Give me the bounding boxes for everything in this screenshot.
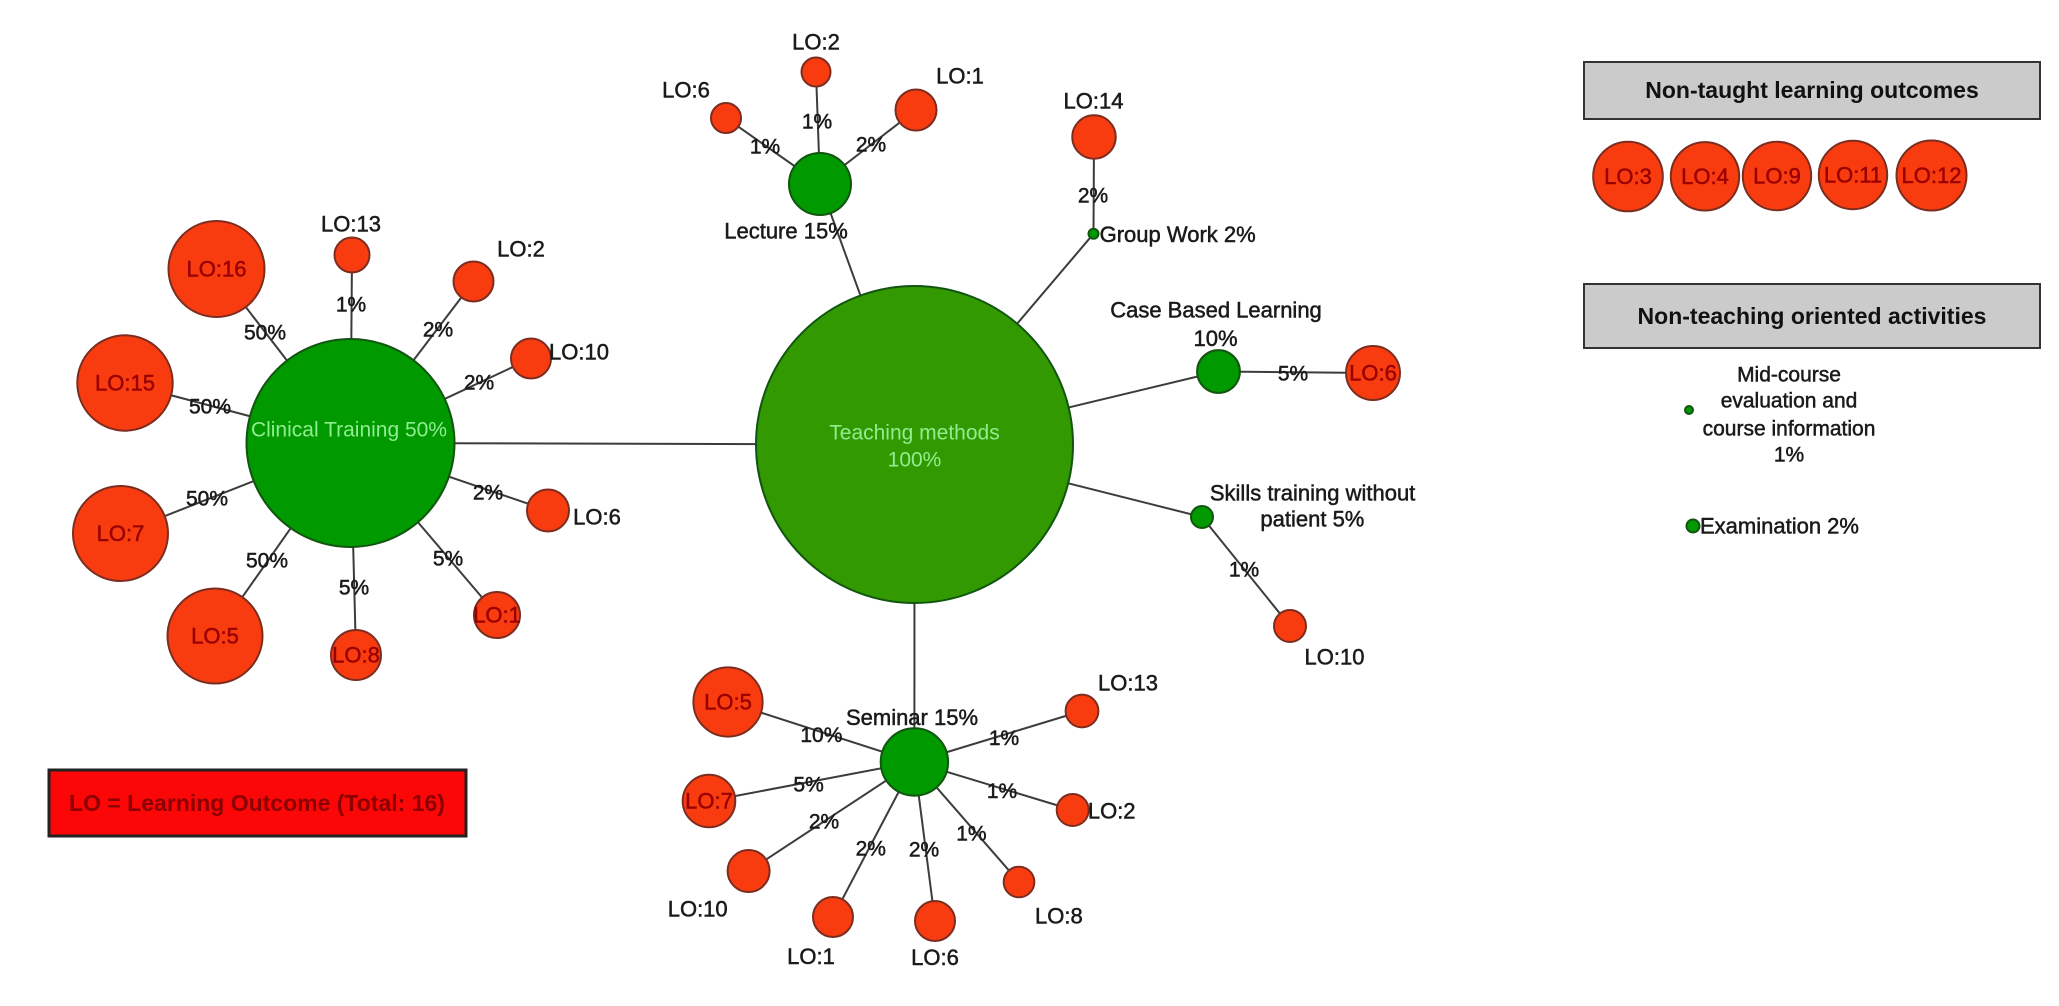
svg-text:course information: course information [1703,417,1876,440]
svg-text:LO:8: LO:8 [1035,904,1083,929]
svg-text:LO:4: LO:4 [1681,164,1729,189]
svg-text:Case Based Learning: Case Based Learning [1110,298,1322,323]
svg-text:LO:11: LO:11 [1824,163,1882,188]
svg-text:2%: 2% [856,133,886,156]
svg-text:LO:5: LO:5 [191,624,239,649]
svg-text:LO:14: LO:14 [1064,89,1124,114]
svg-text:LO:10: LO:10 [1305,645,1365,670]
svg-text:Group Work 2%: Group Work 2% [1100,222,1256,247]
svg-text:LO:10: LO:10 [549,340,609,365]
svg-text:LO:6: LO:6 [911,945,959,970]
svg-text:Mid-course: Mid-course [1737,363,1841,386]
svg-text:LO:3: LO:3 [1604,164,1652,189]
svg-text:LO = Learning Outcome (Total:: LO = Learning Outcome (Total: 16) [69,790,445,816]
svg-text:LO:6: LO:6 [573,505,621,530]
svg-text:LO:8: LO:8 [332,643,380,668]
svg-text:50%: 50% [244,321,286,344]
svg-text:1%: 1% [1229,558,1259,581]
svg-text:Examination 2%: Examination 2% [1700,514,1859,539]
svg-text:1%: 1% [336,293,366,316]
svg-text:1%: 1% [802,110,832,133]
svg-text:Clinical Training 50%: Clinical Training 50% [251,418,447,441]
svg-text:50%: 50% [246,549,288,572]
svg-text:1%: 1% [1774,443,1804,466]
svg-text:Non-teaching oriented activiti: Non-teaching oriented activities [1638,303,1987,329]
svg-text:LO:13: LO:13 [1098,671,1158,696]
svg-text:LO:1: LO:1 [787,944,835,969]
svg-text:5%: 5% [1278,362,1308,385]
svg-text:LO:6: LO:6 [662,78,710,103]
svg-text:LO:5: LO:5 [704,690,752,715]
svg-text:2%: 2% [473,481,503,504]
svg-text:2%: 2% [464,371,494,394]
svg-text:Skills training without: Skills training without [1210,481,1415,506]
svg-text:5%: 5% [433,547,463,570]
svg-text:1%: 1% [989,727,1019,750]
svg-text:LO:1: LO:1 [473,603,521,628]
svg-text:2%: 2% [423,318,453,341]
svg-text:evaluation and: evaluation and [1721,389,1858,412]
svg-text:50%: 50% [189,395,231,418]
svg-text:LO:10: LO:10 [668,897,728,922]
svg-text:Teaching methods: Teaching methods [829,421,999,444]
svg-text:10%: 10% [1193,326,1237,351]
svg-text:LO:2: LO:2 [1088,799,1136,824]
svg-text:LO:15: LO:15 [95,371,155,396]
svg-text:LO:2: LO:2 [792,30,840,55]
svg-text:1%: 1% [956,822,986,845]
svg-text:LO:12: LO:12 [1902,163,1962,188]
svg-text:2%: 2% [856,837,886,860]
svg-text:Seminar 15%: Seminar 15% [846,705,978,730]
svg-text:LO:9: LO:9 [1753,164,1801,189]
svg-text:2%: 2% [809,810,839,833]
svg-text:Non-taught learning outcomes: Non-taught learning outcomes [1645,77,1979,103]
svg-text:Lecture 15%: Lecture 15% [724,219,848,244]
svg-text:LO:1: LO:1 [936,64,984,89]
svg-text:2%: 2% [909,838,939,861]
svg-text:LO:7: LO:7 [685,789,733,814]
svg-text:1%: 1% [750,135,780,158]
svg-text:50%: 50% [186,487,228,510]
svg-text:5%: 5% [339,576,369,599]
svg-text:LO:16: LO:16 [187,257,247,282]
svg-text:5%: 5% [793,773,823,796]
svg-text:10%: 10% [800,724,842,747]
svg-text:LO:13: LO:13 [321,212,381,237]
svg-text:patient 5%: patient 5% [1260,507,1364,532]
svg-text:2%: 2% [1078,184,1108,207]
svg-text:LO:6: LO:6 [1349,361,1397,386]
svg-text:LO:7: LO:7 [97,521,145,546]
svg-text:1%: 1% [987,780,1017,803]
svg-text:100%: 100% [888,448,942,471]
svg-text:LO:2: LO:2 [497,237,545,262]
